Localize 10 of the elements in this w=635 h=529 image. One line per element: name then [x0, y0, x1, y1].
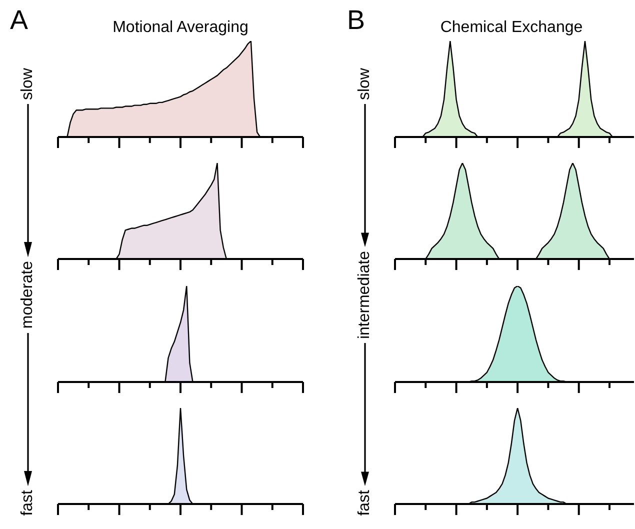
text: fast [18, 490, 37, 516]
text: B [347, 4, 366, 36]
chart-title: Chemical Exchange [439, 18, 584, 38]
text: A [10, 4, 28, 36]
text: moderate [18, 261, 37, 329]
text: slow [355, 68, 374, 100]
chart-title: Motional Averaging [112, 18, 250, 38]
text: slow [18, 68, 37, 100]
text: intermediate [355, 251, 374, 340]
text: fast [355, 490, 374, 516]
